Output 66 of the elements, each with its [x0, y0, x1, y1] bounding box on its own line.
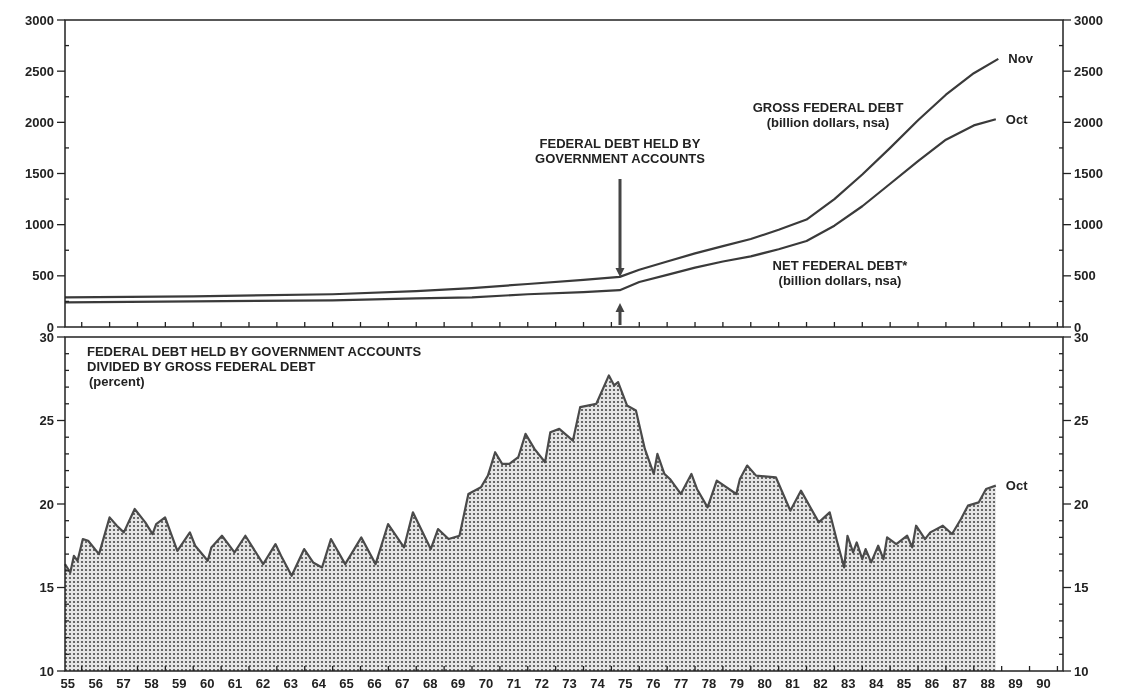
- y-tick-label: 25: [39, 413, 54, 429]
- y2-tick-label: 1000: [1074, 217, 1103, 233]
- y-tick-label: 1500: [25, 166, 54, 182]
- x-tick-label: 78: [701, 676, 717, 691]
- x-tick-label: 62: [255, 676, 271, 691]
- y2-tick-label: 10: [1074, 663, 1089, 679]
- y-tick-label: 10: [39, 663, 54, 679]
- x-tick-label: 83: [841, 676, 856, 691]
- line-series: [63, 57, 1000, 299]
- y2-tick-label: 2500: [1074, 63, 1103, 79]
- x-tick-label: 88: [980, 676, 995, 691]
- y2-tick-label: 25: [1074, 413, 1089, 429]
- y2-tick-label: 2000: [1074, 114, 1103, 130]
- x-tick-label: 68: [422, 676, 438, 691]
- annotation: Oct: [1005, 478, 1029, 494]
- y2-tick-label: 500: [1074, 268, 1096, 284]
- x-tick-label: 65: [339, 676, 354, 691]
- x-tick-label: 81: [785, 676, 800, 691]
- x-tick-label: 64: [311, 676, 327, 691]
- x-tick-label: 74: [590, 676, 606, 691]
- line-series: [63, 118, 997, 304]
- text: (percent): [89, 374, 145, 389]
- x-tick-label: 63: [283, 676, 299, 691]
- x-tick-label: 56: [88, 676, 103, 691]
- y-tick-label: 15: [39, 580, 54, 596]
- y2-tick-label: 1500: [1074, 166, 1103, 182]
- series-label: GROSS FEDERAL DEBT (billion dollars, nsa): [752, 100, 904, 131]
- x-tick-label: 61: [227, 676, 243, 691]
- x-tick-label: 75: [618, 676, 633, 691]
- annotation: Nov: [1008, 51, 1034, 67]
- x-tick-label: 89: [1008, 676, 1023, 691]
- y2-tick-label: 3000: [1074, 12, 1103, 28]
- x-tick-label: 60: [199, 676, 215, 691]
- x-tick-label: 84: [868, 676, 885, 691]
- y-tick-label: 2500: [25, 63, 54, 79]
- y-tick-label: 20: [39, 496, 54, 512]
- x-tick-label: 82: [813, 676, 828, 691]
- y2-tick-label: 20: [1074, 496, 1089, 512]
- x-tick-label: 58: [144, 676, 159, 691]
- y-tick-label: 500: [32, 268, 54, 284]
- annotation: Oct: [1005, 111, 1029, 127]
- x-tick-label: 67: [395, 676, 410, 691]
- x-tick-label: 79: [729, 676, 745, 691]
- y-tick-label: 2000: [25, 114, 54, 130]
- x-tick-label: 80: [757, 676, 772, 691]
- annotation: FEDERAL DEBT HELD BY GOVERNMENT ACCOUNTS: [535, 136, 706, 166]
- x-tick-label: 85: [896, 676, 912, 691]
- text: FEDERAL DEBT HELD BY GOVERNMENT ACCOUNTS DIVIDED BY GROSS FEDERAL DEBT: [87, 344, 422, 374]
- x-tick-label: 86: [924, 676, 940, 691]
- x-tick-label: 59: [172, 676, 187, 691]
- x-tick-label: 66: [367, 676, 382, 691]
- x-tick-label: 71: [506, 676, 522, 691]
- x-tick-label: 70: [478, 676, 494, 691]
- x-tick-label: 77: [673, 676, 689, 691]
- x-tick-label: 55: [60, 676, 76, 691]
- x-tick-label: 76: [645, 676, 661, 691]
- x-tick-label: 90: [1036, 676, 1051, 691]
- series-label: NET FEDERAL DEBT* (billion dollars, nsa): [772, 258, 909, 288]
- y-tick-label: 1000: [25, 217, 54, 233]
- y-tick-label: 3000: [25, 12, 54, 28]
- x-tick-label: 69: [450, 676, 466, 691]
- x-tick-label: 87: [952, 676, 968, 691]
- x-tick-label: 57: [116, 676, 131, 691]
- y2-tick-label: 15: [1074, 580, 1089, 596]
- x-tick-label: 72: [534, 676, 549, 691]
- x-tick-label: 73: [562, 676, 577, 691]
